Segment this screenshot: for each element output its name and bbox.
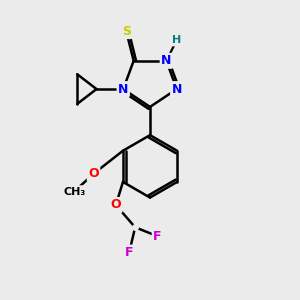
Text: O: O bbox=[88, 167, 99, 180]
Text: F: F bbox=[153, 230, 162, 243]
Text: H: H bbox=[172, 35, 182, 45]
Text: S: S bbox=[122, 25, 131, 38]
Text: N: N bbox=[161, 54, 172, 67]
Text: F: F bbox=[125, 246, 134, 259]
Text: N: N bbox=[118, 82, 128, 96]
Text: CH₃: CH₃ bbox=[63, 187, 85, 196]
Text: N: N bbox=[172, 82, 182, 96]
Text: O: O bbox=[110, 199, 121, 212]
